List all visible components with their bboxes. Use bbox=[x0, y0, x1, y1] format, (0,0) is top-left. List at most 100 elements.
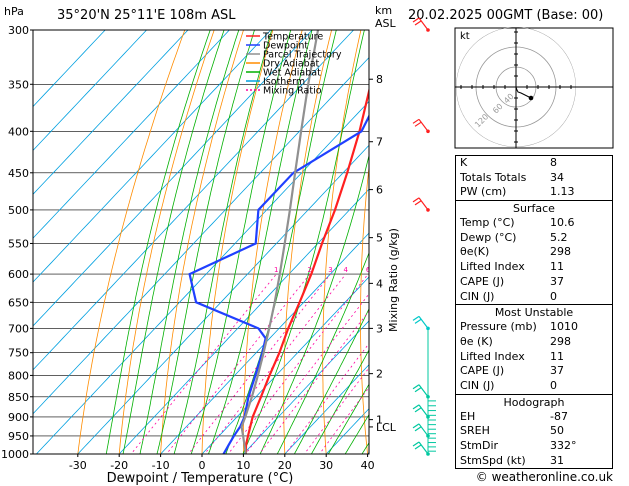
wind-barb bbox=[412, 118, 430, 134]
mixing-ratio-tick-label: 3 bbox=[328, 266, 332, 274]
mixing-ratio-axis-label: Mixing Ratio (g/kg) bbox=[387, 228, 400, 332]
most-unstable-indices: Most Unstable Pressure (mb) 1010 θe (K) 298… bbox=[455, 305, 613, 395]
mixing-ratio-tick-label: 1 bbox=[274, 266, 278, 274]
dry-adiabat bbox=[322, 30, 362, 454]
barb-base bbox=[426, 415, 430, 419]
index-value: 1.13 bbox=[550, 185, 575, 199]
wet-adiabat bbox=[310, 349, 369, 454]
hodograph-storm-motion-dot bbox=[528, 95, 534, 101]
index-label: SREH bbox=[460, 424, 490, 438]
dry-adiabat bbox=[77, 30, 186, 454]
temperature-line bbox=[244, 86, 369, 454]
barb-flag bbox=[414, 20, 422, 26]
mixing-ratio-line bbox=[303, 367, 369, 454]
index-value: 37 bbox=[550, 274, 564, 288]
wet-adiabat bbox=[276, 251, 369, 454]
index-label: Totals Totals bbox=[460, 170, 527, 184]
index-label: Lifted Index bbox=[460, 260, 525, 274]
index-row: CAPE (J) 37 bbox=[456, 364, 612, 379]
surface-indices: Surface Temp (°C) 10.6 Dewp (°C) 5.2 θe(K) 29… bbox=[455, 201, 613, 306]
index-row: StmSpd (kt) 31 bbox=[456, 454, 612, 469]
dry-adiabat bbox=[118, 30, 215, 454]
index-label: Lifted Index bbox=[460, 349, 525, 363]
mixing-ratio-tick-label: 15 bbox=[417, 266, 426, 274]
wet-adiabat bbox=[122, 30, 225, 454]
isotherm bbox=[118, 188, 369, 454]
isotherm bbox=[242, 320, 369, 454]
temperature-tick-label: 10 bbox=[236, 459, 250, 472]
legend-label: Dewpoint bbox=[263, 41, 308, 52]
pressure-tick-label: 500 bbox=[8, 204, 29, 217]
wet-adiabat bbox=[139, 30, 240, 454]
profile-lines bbox=[188, 30, 369, 454]
hodograph-header: Hodograph bbox=[503, 395, 565, 409]
index-label: Pressure (mb) bbox=[460, 320, 537, 334]
index-value: 11 bbox=[550, 260, 564, 274]
index-label: θe (K) bbox=[460, 334, 493, 348]
barb-flag bbox=[412, 315, 420, 321]
wind-barbs bbox=[412, 17, 436, 456]
km-unit-label: km bbox=[375, 4, 392, 17]
barb-base bbox=[426, 28, 430, 32]
index-label: PW (cm) bbox=[460, 185, 507, 199]
isotherm bbox=[35, 100, 369, 454]
index-value: 0 bbox=[550, 378, 557, 392]
index-value: 37 bbox=[550, 364, 564, 378]
barb-flag bbox=[412, 404, 420, 410]
wet-adiabat bbox=[173, 30, 273, 454]
isotherm bbox=[33, 30, 272, 283]
index-row: θe (K) 298 bbox=[456, 335, 612, 350]
pressure-tick-label: 950 bbox=[8, 430, 29, 443]
isotherm bbox=[33, 56, 369, 415]
barb-base bbox=[426, 394, 430, 399]
pressure-tick-label: 550 bbox=[8, 237, 29, 250]
legend-label: Mixing Ratio bbox=[263, 86, 322, 97]
x-axis-label: Dewpoint / Temperature (°C) bbox=[107, 471, 294, 486]
height-tick-label: 3 bbox=[376, 322, 383, 335]
height-tick-label: 1 bbox=[376, 414, 383, 427]
asl-unit-label: ASL bbox=[375, 17, 397, 30]
hodograph-unit: kt bbox=[460, 31, 470, 42]
index-value: 50 bbox=[550, 424, 564, 438]
index-row: Totals Totals 34 bbox=[456, 171, 612, 186]
barb-flag bbox=[412, 17, 420, 23]
barb-flag bbox=[414, 426, 422, 432]
temperature-tick-label: 20 bbox=[278, 459, 292, 472]
temperature-tick-label: -20 bbox=[110, 459, 128, 472]
barb-flag bbox=[414, 407, 422, 413]
barb-staff bbox=[418, 316, 429, 329]
index-row: Lifted Index 11 bbox=[456, 350, 612, 365]
wet-adiabat bbox=[190, 30, 292, 454]
height-tick-label: 7 bbox=[376, 136, 383, 149]
barb-flag bbox=[414, 387, 422, 393]
index-value: 31 bbox=[550, 453, 564, 467]
index-label: Dewp (°C) bbox=[460, 230, 517, 244]
mixing-ratio-tick-label: 2 bbox=[308, 266, 312, 274]
isotherm bbox=[284, 364, 369, 454]
wet-adiabat bbox=[259, 153, 369, 454]
dewpoint-line bbox=[188, 113, 369, 454]
pressure-tick-label: 750 bbox=[8, 347, 29, 360]
isotherm bbox=[325, 408, 369, 454]
height-tick-label: 5 bbox=[376, 232, 383, 245]
index-label: CIN (J) bbox=[460, 378, 495, 392]
thermo-grid: 1 2 3 4 6 8 10 15 20 25 bbox=[33, 30, 426, 454]
surface-header: Surface bbox=[513, 202, 555, 216]
index-row: StmDir 332° bbox=[456, 439, 612, 454]
barb-staff bbox=[418, 17, 429, 31]
pressure-tick-label: 600 bbox=[8, 268, 29, 281]
pressure-unit-label: hPa bbox=[4, 5, 24, 18]
legend-label: Temperature bbox=[262, 32, 323, 43]
index-label: θe(K) bbox=[460, 245, 490, 259]
copyright-footer: © weatheronline.co.uk bbox=[475, 470, 613, 484]
barb-flag bbox=[412, 441, 420, 447]
barb-staff bbox=[418, 404, 429, 418]
index-value: -87 bbox=[550, 409, 568, 423]
barb-base bbox=[426, 326, 430, 331]
index-row: EH -87 bbox=[456, 410, 612, 425]
mixing-ratio-tick-label: 8 bbox=[382, 266, 386, 274]
plot-frame bbox=[32, 29, 370, 455]
